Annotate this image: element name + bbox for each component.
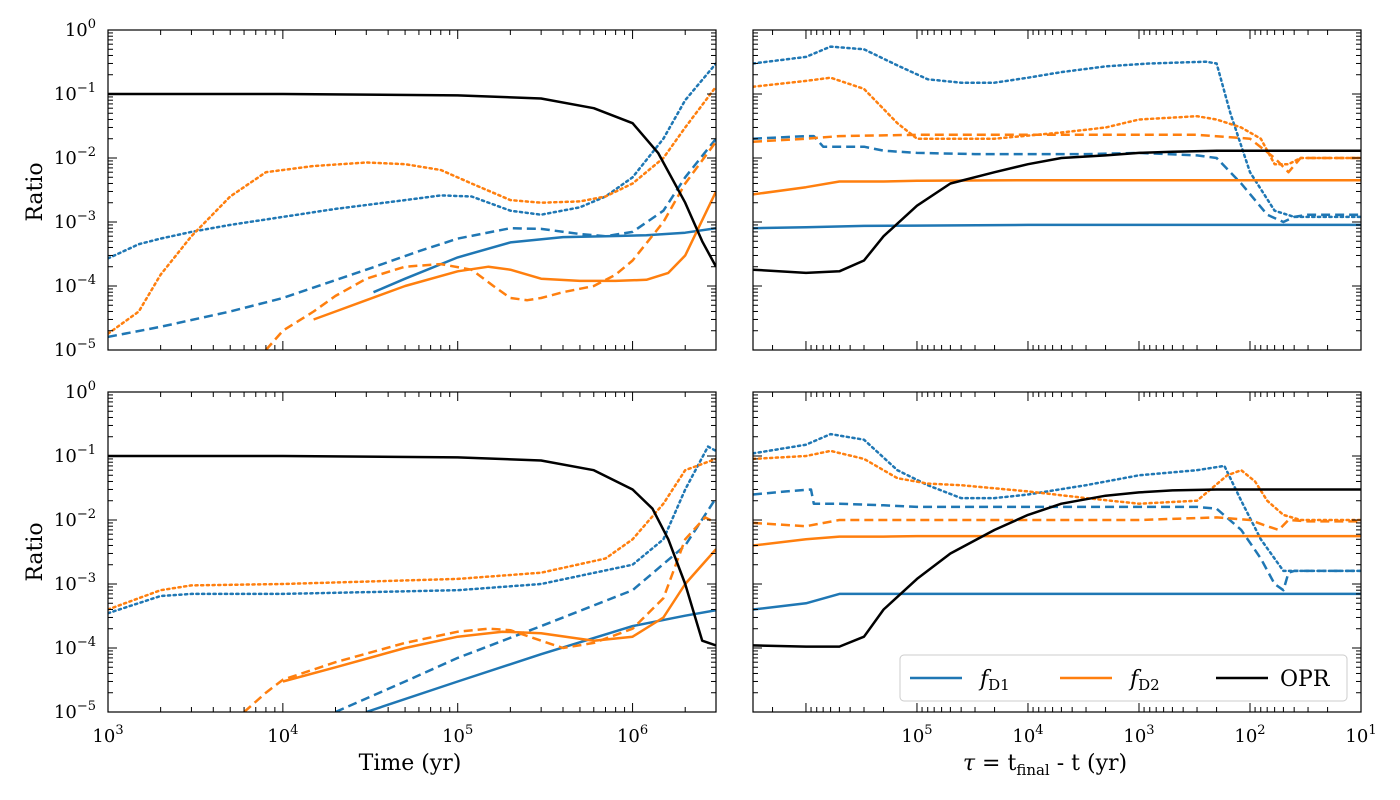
series-fD1-dotted xyxy=(753,432,1361,573)
y-tick-label: 10−3 xyxy=(54,209,96,233)
axes-frame xyxy=(752,391,1362,713)
xlabel-right-sub: final xyxy=(1016,761,1050,779)
y-tick-label: 10−5 xyxy=(54,699,96,723)
xlabel-right-tail: - t (yr) xyxy=(1050,751,1127,776)
panel-bottom-left: 10−5 10−4 10−3 10−2 10−1 100 103 104 105 106 xyxy=(54,379,717,747)
panel-bottom-right: 105 104 103 102 101 xyxy=(752,391,1377,747)
series-fD1-dashed xyxy=(753,488,1361,592)
y-tick-label: 10−3 xyxy=(54,571,96,595)
axes-frame xyxy=(107,391,717,713)
series-fD2-dashed xyxy=(753,516,1361,532)
y-tick-label: 10−4 xyxy=(54,273,96,297)
x-tick-label: 106 xyxy=(617,723,648,747)
y-tick-label: 10−4 xyxy=(54,635,96,659)
series-OPR-solid xyxy=(753,488,1361,648)
axes-frame xyxy=(107,29,717,351)
xlabel-left: Time (yr) xyxy=(359,751,462,776)
series-fD1-dotted xyxy=(108,445,716,615)
series-group xyxy=(753,432,1361,648)
series-fD2-solid xyxy=(313,190,716,321)
ylabel-bottom: Ratio xyxy=(23,522,48,581)
series-fD2-dashed xyxy=(243,516,716,712)
series-fD1-solid xyxy=(365,608,716,712)
series-OPR-solid xyxy=(108,92,716,268)
series-fD2-dotted xyxy=(753,76,1361,166)
series-fD1-dashed xyxy=(334,497,716,712)
axes-frame xyxy=(752,29,1362,351)
x-tick-label: 105 xyxy=(442,723,473,747)
series-fD2-dotted xyxy=(108,85,716,335)
y-tick-label: 10−5 xyxy=(54,337,96,361)
series-OPR-solid xyxy=(108,454,716,647)
ylabel-top: Ratio xyxy=(23,162,48,221)
y-tick-label: 10−2 xyxy=(54,145,96,169)
series-fD2-solid xyxy=(282,548,716,683)
series-group xyxy=(108,445,716,712)
legend-box xyxy=(899,654,1348,702)
series-fD1-solid xyxy=(373,226,716,294)
chart-panels: 10−510−410−310−210−110010−510−410−310−21… xyxy=(54,17,1377,747)
x-tick-label: 103 xyxy=(92,723,123,747)
series-fD2-dotted xyxy=(108,457,716,611)
series-fD2-solid xyxy=(753,534,1361,547)
series-group xyxy=(753,45,1361,275)
xlabel-right-tau: τ xyxy=(963,751,976,776)
series-fD2-solid xyxy=(753,178,1361,196)
panel-top-left: 10−5 10−4 10−3 10−2 10−1 100 xyxy=(54,17,717,361)
series-fD2-dotted xyxy=(753,449,1361,522)
panel-top-right xyxy=(752,29,1362,351)
series-fD2-dashed xyxy=(264,140,716,350)
xlabel-right-eq: = t xyxy=(975,751,1016,776)
x-tick-label: 101 xyxy=(1345,723,1376,747)
xlabel-right: τ = tfinal - t (yr) xyxy=(963,751,1127,779)
x-tick-label: 104 xyxy=(267,723,298,747)
x-tick-label: 102 xyxy=(1234,723,1265,747)
series-fD1-dashed xyxy=(108,137,716,339)
series-fD1-dotted xyxy=(108,62,716,260)
series-OPR-solid xyxy=(753,149,1361,275)
y-tick-label: 10−1 xyxy=(54,81,96,105)
series-fD1-solid xyxy=(753,592,1361,611)
y-tick-label: 100 xyxy=(65,17,96,41)
legend: fD1 fD2 OPR xyxy=(899,654,1348,702)
series-fD1-dashed xyxy=(753,134,1361,224)
x-tick-label: 105 xyxy=(901,723,932,747)
x-tick-label: 104 xyxy=(1012,723,1043,747)
series-fD1-dotted xyxy=(753,45,1361,219)
y-tick-label: 10−2 xyxy=(54,507,96,531)
series-fD1-solid xyxy=(753,223,1361,230)
x-tick-label: 103 xyxy=(1123,723,1154,747)
y-tick-label: 100 xyxy=(65,379,96,403)
legend-label-OPR: OPR xyxy=(1280,667,1331,692)
y-tick-label: 10−1 xyxy=(54,443,96,467)
series-group xyxy=(108,62,716,350)
